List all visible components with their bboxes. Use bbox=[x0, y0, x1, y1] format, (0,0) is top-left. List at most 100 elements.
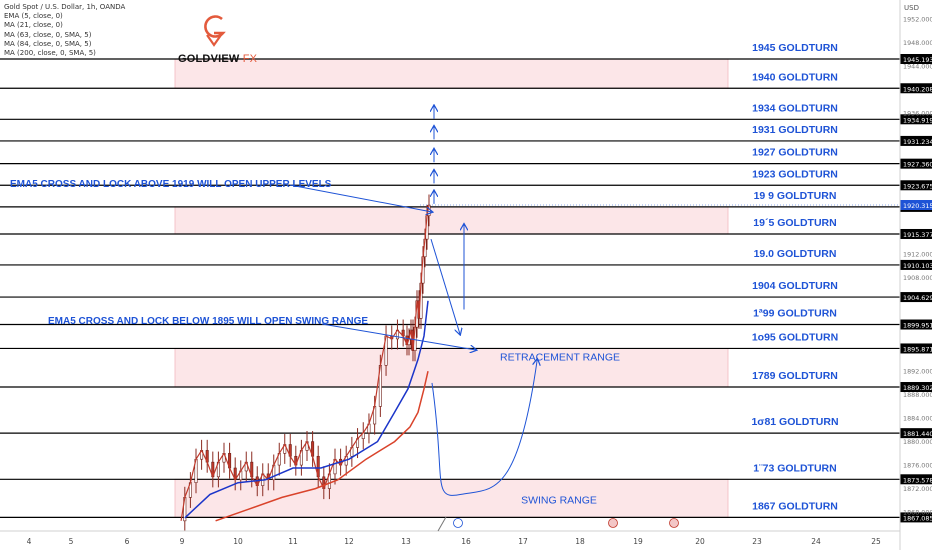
time-tick-1: 5 bbox=[69, 537, 74, 546]
zone-2 bbox=[174, 348, 729, 388]
indicator-ema5: EMA (5, close, 0) bbox=[4, 12, 63, 21]
time-tick-7: 13 bbox=[401, 537, 411, 546]
chart-legend: Gold Spot / U.S. Dollar, 1h, OANDA EMA (… bbox=[4, 3, 125, 58]
price-axis-label-12: 1868.000 bbox=[903, 509, 932, 517]
level-label-6: 19 9 GOLDTURN bbox=[754, 190, 837, 202]
indicator-ma63: MA (63, close, 0, SMA, 5) bbox=[4, 30, 92, 39]
price-tag-bg-1 bbox=[900, 83, 932, 94]
price-axis-label-7: 1888.000 bbox=[903, 391, 932, 399]
price-axis-unit: USD bbox=[904, 4, 919, 12]
price-axis-label-9: 1880.000 bbox=[903, 438, 932, 446]
price-tag-bg-9 bbox=[900, 292, 932, 303]
time-tick-0: 4 bbox=[27, 537, 32, 546]
current-price-tag-bg bbox=[900, 200, 932, 211]
price-tag-12: 1889.302 bbox=[903, 384, 932, 392]
zone-label-3: SWING RANGE bbox=[521, 494, 597, 506]
price-axis-label-3: 1936.000 bbox=[903, 109, 932, 117]
level-label-8: 19.0 GOLDTURN bbox=[754, 248, 837, 260]
drawing-tool-icon bbox=[437, 516, 447, 532]
ema5-line bbox=[184, 300, 429, 519]
level-label-11: 1ο95 GOLDTURN bbox=[752, 331, 838, 343]
price-tag-bg-5 bbox=[900, 180, 932, 191]
level-label-14: 1¨73 GOLDTURN bbox=[753, 462, 836, 474]
logo-g-icon bbox=[204, 15, 226, 47]
price-axis-label-11: 1872.000 bbox=[903, 485, 932, 493]
time-tick-10: 18 bbox=[575, 537, 585, 546]
time-tick-4: 10 bbox=[233, 537, 243, 546]
price-tag-14: 1873.578 bbox=[903, 476, 932, 484]
level-label-15: 1867 GOLDTURN bbox=[752, 500, 838, 512]
price-tag-10: 1899.951 bbox=[903, 322, 932, 330]
ma21-line bbox=[215, 371, 429, 522]
indicator-ma200: MA (200, close, 0, SMA, 5) bbox=[4, 49, 96, 58]
price-tag-bg-2 bbox=[900, 114, 932, 125]
zone-3 bbox=[174, 478, 729, 518]
event-flag-icon-2 bbox=[669, 518, 679, 528]
level-label-2: 1934 GOLDTURN bbox=[752, 102, 838, 114]
price-axis-label-0: 1952.000 bbox=[903, 16, 932, 24]
price-tag-bg-12 bbox=[900, 382, 932, 393]
logo-brand: GOLDVIEW bbox=[178, 53, 240, 65]
event-flag-icon-0 bbox=[453, 518, 463, 528]
price-axis-label-10: 1876.000 bbox=[903, 462, 932, 470]
time-tick-8: 16 bbox=[461, 537, 471, 546]
level-label-3: 1931 GOLDTURN bbox=[752, 124, 838, 136]
price-tag-3: 1931.234 bbox=[903, 138, 932, 146]
price-tag-15: 1867.085 bbox=[903, 514, 932, 522]
swing-curve-arrow bbox=[431, 359, 537, 496]
price-tag-0: 1945.193 bbox=[903, 56, 932, 64]
price-axis-label-1: 1948.000 bbox=[903, 39, 932, 47]
price-axis-label-4: 1912.000 bbox=[903, 250, 932, 258]
annotation-lower-arrow bbox=[321, 323, 476, 350]
annotation-lower: EMA5 CROSS AND LOCK BELOW 1895 WILL OPEN… bbox=[48, 316, 368, 327]
price-axis-label-2: 1944.000 bbox=[903, 63, 932, 71]
indicator-ma84: MA (84, close, 0, SMA, 5) bbox=[4, 39, 92, 48]
symbol-title: Gold Spot / U.S. Dollar, 1h, OANDA bbox=[4, 3, 126, 11]
price-tag-bg-10 bbox=[900, 319, 932, 330]
event-flag-icon-1 bbox=[608, 518, 618, 528]
time-tick-6: 12 bbox=[344, 537, 354, 546]
price-tag-5: 1923.675 bbox=[903, 182, 932, 190]
price-line bbox=[180, 204, 430, 521]
level-label-10: 1ª99 GOLDTURN bbox=[753, 308, 837, 320]
price-tag-9: 1904.629 bbox=[903, 294, 932, 302]
price-tag-bg-3 bbox=[900, 135, 932, 146]
price-tag-bg-11 bbox=[900, 343, 932, 354]
time-tick-13: 23 bbox=[752, 537, 762, 546]
price-axis-label-8: 1884.000 bbox=[903, 415, 932, 423]
level-label-5: 1923 GOLDTURN bbox=[752, 168, 838, 180]
price-tag-bg-7 bbox=[900, 228, 932, 239]
level-label-13: 1σ81 GOLDTURN bbox=[751, 416, 838, 428]
price-axis-label-5: 1908.000 bbox=[903, 274, 932, 282]
price-tag-7: 1915.377 bbox=[903, 231, 932, 239]
price-tag-bg-4 bbox=[900, 158, 932, 169]
price-tag-1: 1940.208 bbox=[903, 85, 932, 93]
zone-1 bbox=[174, 206, 729, 235]
level-label-7: 19´5 GOLDTURN bbox=[753, 217, 836, 229]
time-tick-12: 20 bbox=[695, 537, 705, 546]
time-tick-5: 11 bbox=[288, 537, 298, 546]
price-tag-8: 1910.103 bbox=[903, 262, 932, 270]
annotation-upper: EMA5 CROSS AND LOCK ABOVE 1919 WILL OPEN… bbox=[10, 179, 332, 190]
price-tag-bg-15 bbox=[900, 512, 932, 523]
price-tag-bg-13 bbox=[900, 428, 932, 439]
level-label-0: 1945 GOLDTURN bbox=[752, 42, 838, 54]
logo-suffix: FX bbox=[242, 53, 258, 65]
price-tag-bg-14 bbox=[900, 474, 932, 485]
annotation-upper-arrow bbox=[289, 184, 432, 212]
time-tick-15: 25 bbox=[871, 537, 881, 546]
zone-0 bbox=[174, 58, 729, 89]
zone-label-2: RETRACEMENT RANGE bbox=[500, 351, 620, 363]
price-tag-13: 1881.440 bbox=[903, 430, 932, 438]
time-tick-14: 24 bbox=[811, 537, 821, 546]
level-label-9: 1904 GOLDTURN bbox=[752, 280, 838, 292]
price-tag-bg-8 bbox=[900, 259, 932, 270]
level-label-12: 1789 GOLDTURN bbox=[752, 370, 838, 382]
current-price-tag: 1920.315 bbox=[903, 202, 932, 210]
price-tag-4: 1927.360 bbox=[903, 161, 932, 169]
price-tag-2: 1934.919 bbox=[903, 116, 932, 124]
time-tick-9: 17 bbox=[518, 537, 528, 546]
level-label-1: 1940 GOLDTURN bbox=[752, 71, 838, 83]
goldview-logo: GOLDVIEW FX bbox=[178, 13, 257, 69]
logo-text: GOLDVIEW FX bbox=[178, 53, 257, 65]
